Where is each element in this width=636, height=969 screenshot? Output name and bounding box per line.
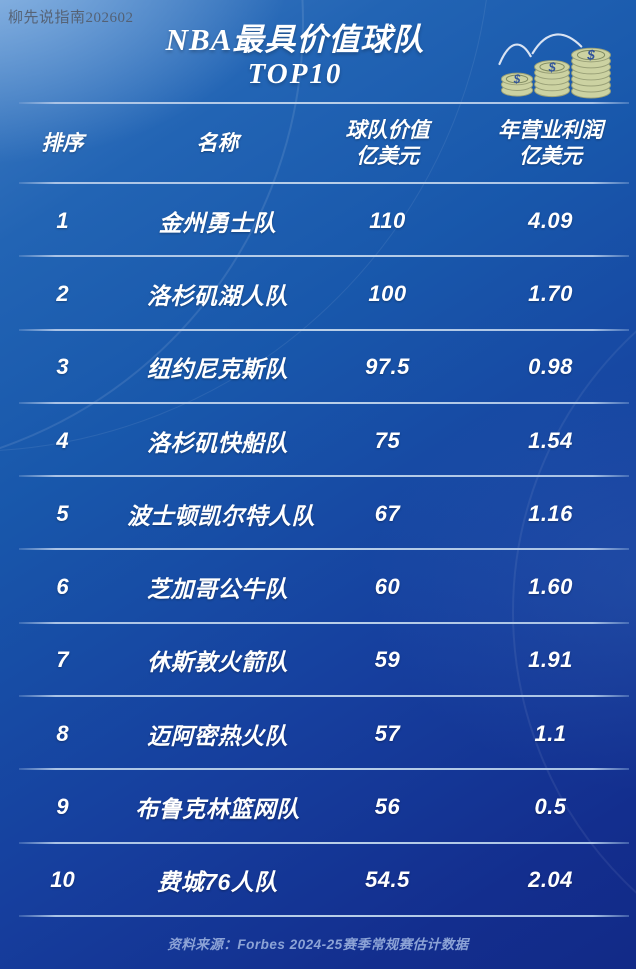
rank-cell: 3 (56, 354, 69, 380)
team-value-cell: 54.5 (365, 867, 410, 893)
team-value-cell: 67 (374, 500, 401, 526)
coins-growth-icon: $ $ $ (498, 33, 611, 99)
col-header-value-label: 球队价值 (345, 119, 430, 143)
team-name-cell: 休斯敦火箭队 (147, 649, 288, 676)
col-header-name-label: 名称 (196, 132, 239, 156)
table-header-row: 排序 名称 球队价值 亿美元 年营业利润 亿美元 (0, 104, 636, 184)
team-name-cell: 迈阿密热火队 (147, 722, 288, 749)
page-title: NBA最具价值球队 TOP10 (0, 22, 590, 91)
title-line1: NBA最具价值球队 (165, 22, 425, 57)
profit-cell: 1.60 (528, 574, 573, 600)
profit-cell: 1.54 (528, 427, 573, 453)
rank-cell: 5 (56, 500, 69, 526)
team-value-cell: 59 (374, 647, 401, 673)
team-name-cell: 波士顿凯尔特人队 (127, 502, 315, 529)
profit-cell: 4.09 (528, 207, 573, 233)
rank-cell: 7 (56, 647, 69, 673)
data-source: 资料来源：Forbes 2024-25赛季常规赛估计数据 (167, 937, 469, 952)
profit-cell: 1.91 (528, 647, 573, 673)
col-header-value-unit: 亿美元 (356, 145, 419, 168)
team-name-cell: 洛杉矶湖人队 (147, 282, 288, 309)
team-value-cell: 100 (368, 280, 407, 306)
col-header-profit-label: 年营业利润 (498, 119, 603, 143)
team-value-cell: 57 (374, 720, 401, 746)
profit-cell: 1.70 (528, 280, 573, 306)
table-row: 9 布鲁克林篮网队 56 0.5 (0, 770, 636, 844)
table-row: 10 费城76人队 54.5 2.04 (0, 844, 636, 918)
rank-cell: 2 (56, 280, 69, 306)
rank-cell: 1 (56, 207, 69, 233)
team-value-cell: 110 (369, 207, 406, 233)
table-row: 2 洛杉矶湖人队 100 1.70 (0, 257, 636, 331)
team-value-cell: 56 (374, 794, 401, 820)
team-name-cell: 布鲁克林篮网队 (135, 796, 300, 823)
col-header-name: 名称 (125, 131, 310, 157)
table-row: 4 洛杉矶快船队 75 1.54 (0, 404, 636, 478)
table-body: 1 金州勇士队 110 4.09 2 洛杉矶湖人队 100 1.70 3 纽约尼… (0, 184, 636, 918)
col-header-value: 球队价值 亿美元 (310, 118, 465, 169)
value-table: 排序 名称 球队价值 亿美元 年营业利润 亿美元 1 金州勇士队 110 4.0… (0, 104, 636, 918)
rank-cell: 8 (56, 720, 69, 746)
team-name-cell: 纽约尼克斯队 (147, 356, 288, 383)
team-value-cell: 60 (374, 574, 401, 600)
title-line2: TOP10 (247, 57, 343, 90)
team-value-cell: 97.5 (365, 354, 410, 380)
team-name-cell: 金州勇士队 (158, 209, 277, 236)
header-divider (19, 102, 629, 104)
profit-cell: 1.16 (528, 500, 573, 526)
rank-cell: 10 (50, 867, 75, 893)
team-name-cell: 洛杉矶快船队 (147, 429, 288, 456)
table-row: 3 纽约尼克斯队 97.5 0.98 (0, 331, 636, 405)
rank-cell: 4 (56, 427, 69, 453)
watermark: 柳先说指南202602 (8, 10, 134, 26)
team-value-cell: 75 (374, 427, 401, 453)
profit-cell: 0.5 (534, 794, 567, 820)
team-name-cell: 费城76人队 (157, 869, 278, 896)
profit-cell: 2.04 (528, 867, 573, 893)
svg-text:$: $ (586, 48, 595, 63)
table-row: 1 金州勇士队 110 4.09 (0, 184, 636, 258)
rank-cell: 9 (56, 794, 69, 820)
profit-cell: 1.1 (534, 720, 567, 746)
col-header-profit-unit: 亿美元 (519, 145, 582, 168)
table-row: 6 芝加哥公牛队 60 1.60 (0, 550, 636, 625)
team-name-cell: 芝加哥公牛队 (147, 576, 288, 603)
col-header-rank-label: 排序 (41, 132, 84, 156)
profit-cell: 0.98 (528, 354, 573, 380)
rank-cell: 6 (56, 574, 69, 600)
svg-text:$: $ (513, 73, 521, 86)
table-row: 8 迈阿密热火队 57 1.1 (0, 697, 636, 771)
col-header-profit: 年营业利润 亿美元 (465, 118, 636, 169)
svg-text:$: $ (548, 60, 557, 74)
table-row: 5 波士顿凯尔特人队 67 1.16 (0, 477, 636, 551)
table-row: 7 休斯敦火箭队 59 1.91 (0, 624, 636, 698)
col-header-rank: 排序 (0, 131, 125, 157)
